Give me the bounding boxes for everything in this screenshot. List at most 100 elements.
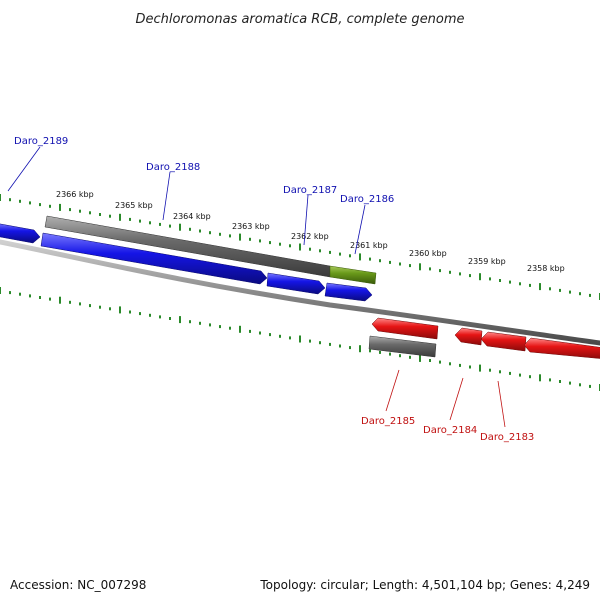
minor-tick xyxy=(429,267,431,271)
minor-tick xyxy=(89,304,91,308)
gene-daro-2187[interactable] xyxy=(266,272,326,295)
major-tick xyxy=(59,203,61,211)
minor-tick xyxy=(329,342,331,346)
minor-tick xyxy=(589,293,591,297)
major-tick xyxy=(119,213,121,221)
minor-tick xyxy=(99,305,101,309)
gene-label-daro-2189[interactable]: Daro_2189 xyxy=(14,136,68,147)
minor-tick xyxy=(409,264,411,268)
major-tick xyxy=(419,354,421,362)
minor-tick xyxy=(309,247,311,251)
minor-tick xyxy=(189,227,191,231)
minor-tick xyxy=(369,349,371,353)
minor-tick xyxy=(389,260,391,264)
cds-band-reverse xyxy=(368,335,437,358)
minor-tick xyxy=(39,296,41,299)
leader-line-daro-2189 xyxy=(7,146,41,192)
gene-label-daro-2185[interactable]: Daro_2185 xyxy=(361,416,415,427)
leader-line-daro-2188 xyxy=(162,171,171,221)
minor-tick xyxy=(29,294,31,298)
scale-label-2364: 2364 kbp xyxy=(173,212,211,221)
major-tick xyxy=(0,287,1,294)
gene-label-daro-2187[interactable]: Daro_2187 xyxy=(283,185,337,196)
accession-text: Accession: NC_007298 xyxy=(10,578,147,592)
major-tick xyxy=(539,374,541,382)
minor-tick xyxy=(169,317,171,320)
minor-tick xyxy=(519,373,521,377)
gene-label-daro-2184[interactable]: Daro_2184 xyxy=(423,425,477,436)
major-tick xyxy=(0,194,1,201)
minor-tick xyxy=(439,360,441,364)
minor-tick xyxy=(149,221,151,225)
scale-ticks-upper xyxy=(0,194,600,300)
minor-tick xyxy=(279,334,281,338)
gene-label-daro-2186[interactable]: Daro_2186 xyxy=(340,194,394,205)
minor-tick xyxy=(549,378,551,382)
major-tick xyxy=(239,325,241,333)
minor-tick xyxy=(339,344,341,348)
map-title: Dechloromonas aromatica RCB, complete ge… xyxy=(135,12,464,27)
major-tick xyxy=(299,243,301,251)
leader-line-daro-2186 xyxy=(354,204,366,255)
minor-tick xyxy=(489,368,491,372)
major-tick xyxy=(539,283,541,291)
minor-tick xyxy=(9,291,11,295)
minor-tick xyxy=(439,269,441,273)
minor-tick xyxy=(269,333,271,337)
minor-tick xyxy=(129,217,131,221)
minor-tick xyxy=(289,244,291,248)
minor-tick xyxy=(209,231,211,235)
minor-tick xyxy=(139,312,141,316)
minor-tick xyxy=(199,321,201,325)
minor-tick xyxy=(559,288,561,292)
minor-tick xyxy=(279,242,281,246)
minor-tick xyxy=(519,282,521,286)
minor-tick xyxy=(579,383,581,387)
gene-label-daro-2188[interactable]: Daro_2188 xyxy=(146,162,200,173)
genome-summary-text: Topology: circular; Length: 4,501,104 bp… xyxy=(260,578,590,592)
gene-daro-2184[interactable] xyxy=(454,327,483,346)
minor-tick xyxy=(199,229,201,233)
gene-reverse-partial[interactable] xyxy=(523,337,600,359)
major-tick xyxy=(479,364,481,372)
minor-tick xyxy=(249,237,251,241)
minor-tick xyxy=(109,307,111,311)
minor-tick xyxy=(469,274,471,278)
minor-tick xyxy=(429,359,431,362)
minor-tick xyxy=(9,198,11,202)
scale-label-2362: 2362 kbp xyxy=(291,232,329,241)
gene-daro-2186[interactable] xyxy=(324,282,373,302)
minor-tick xyxy=(329,250,331,254)
minor-tick xyxy=(379,259,381,263)
gene-daro-2185[interactable] xyxy=(371,317,439,340)
minor-tick xyxy=(229,234,231,238)
scale-label-2366: 2366 kbp xyxy=(56,190,94,199)
major-tick xyxy=(239,233,241,241)
gene-daro-2188[interactable] xyxy=(40,232,268,285)
minor-tick xyxy=(339,252,341,256)
gene-daro-2189[interactable] xyxy=(0,223,41,244)
major-tick xyxy=(359,345,361,353)
leader-line-daro-2185 xyxy=(385,369,400,412)
major-tick xyxy=(299,335,301,343)
minor-tick xyxy=(559,380,561,383)
scale-label-2363: 2363 kbp xyxy=(232,222,270,231)
minor-tick xyxy=(469,365,471,369)
minor-tick xyxy=(449,270,451,274)
minor-tick xyxy=(499,370,501,374)
minor-tick xyxy=(319,341,321,345)
minor-tick xyxy=(99,213,101,216)
major-tick xyxy=(419,263,421,271)
minor-tick xyxy=(379,350,381,354)
gene-daro-2183[interactable] xyxy=(480,331,527,352)
minor-tick xyxy=(509,371,511,375)
minor-tick xyxy=(49,204,51,208)
leader-line-daro-2184 xyxy=(449,377,464,421)
scale-ticks-lower xyxy=(0,287,600,391)
minor-tick xyxy=(109,214,111,218)
gene-label-daro-2183[interactable]: Daro_2183 xyxy=(480,432,534,443)
minor-tick xyxy=(79,209,81,213)
minor-tick xyxy=(569,290,571,294)
minor-tick xyxy=(309,339,311,343)
